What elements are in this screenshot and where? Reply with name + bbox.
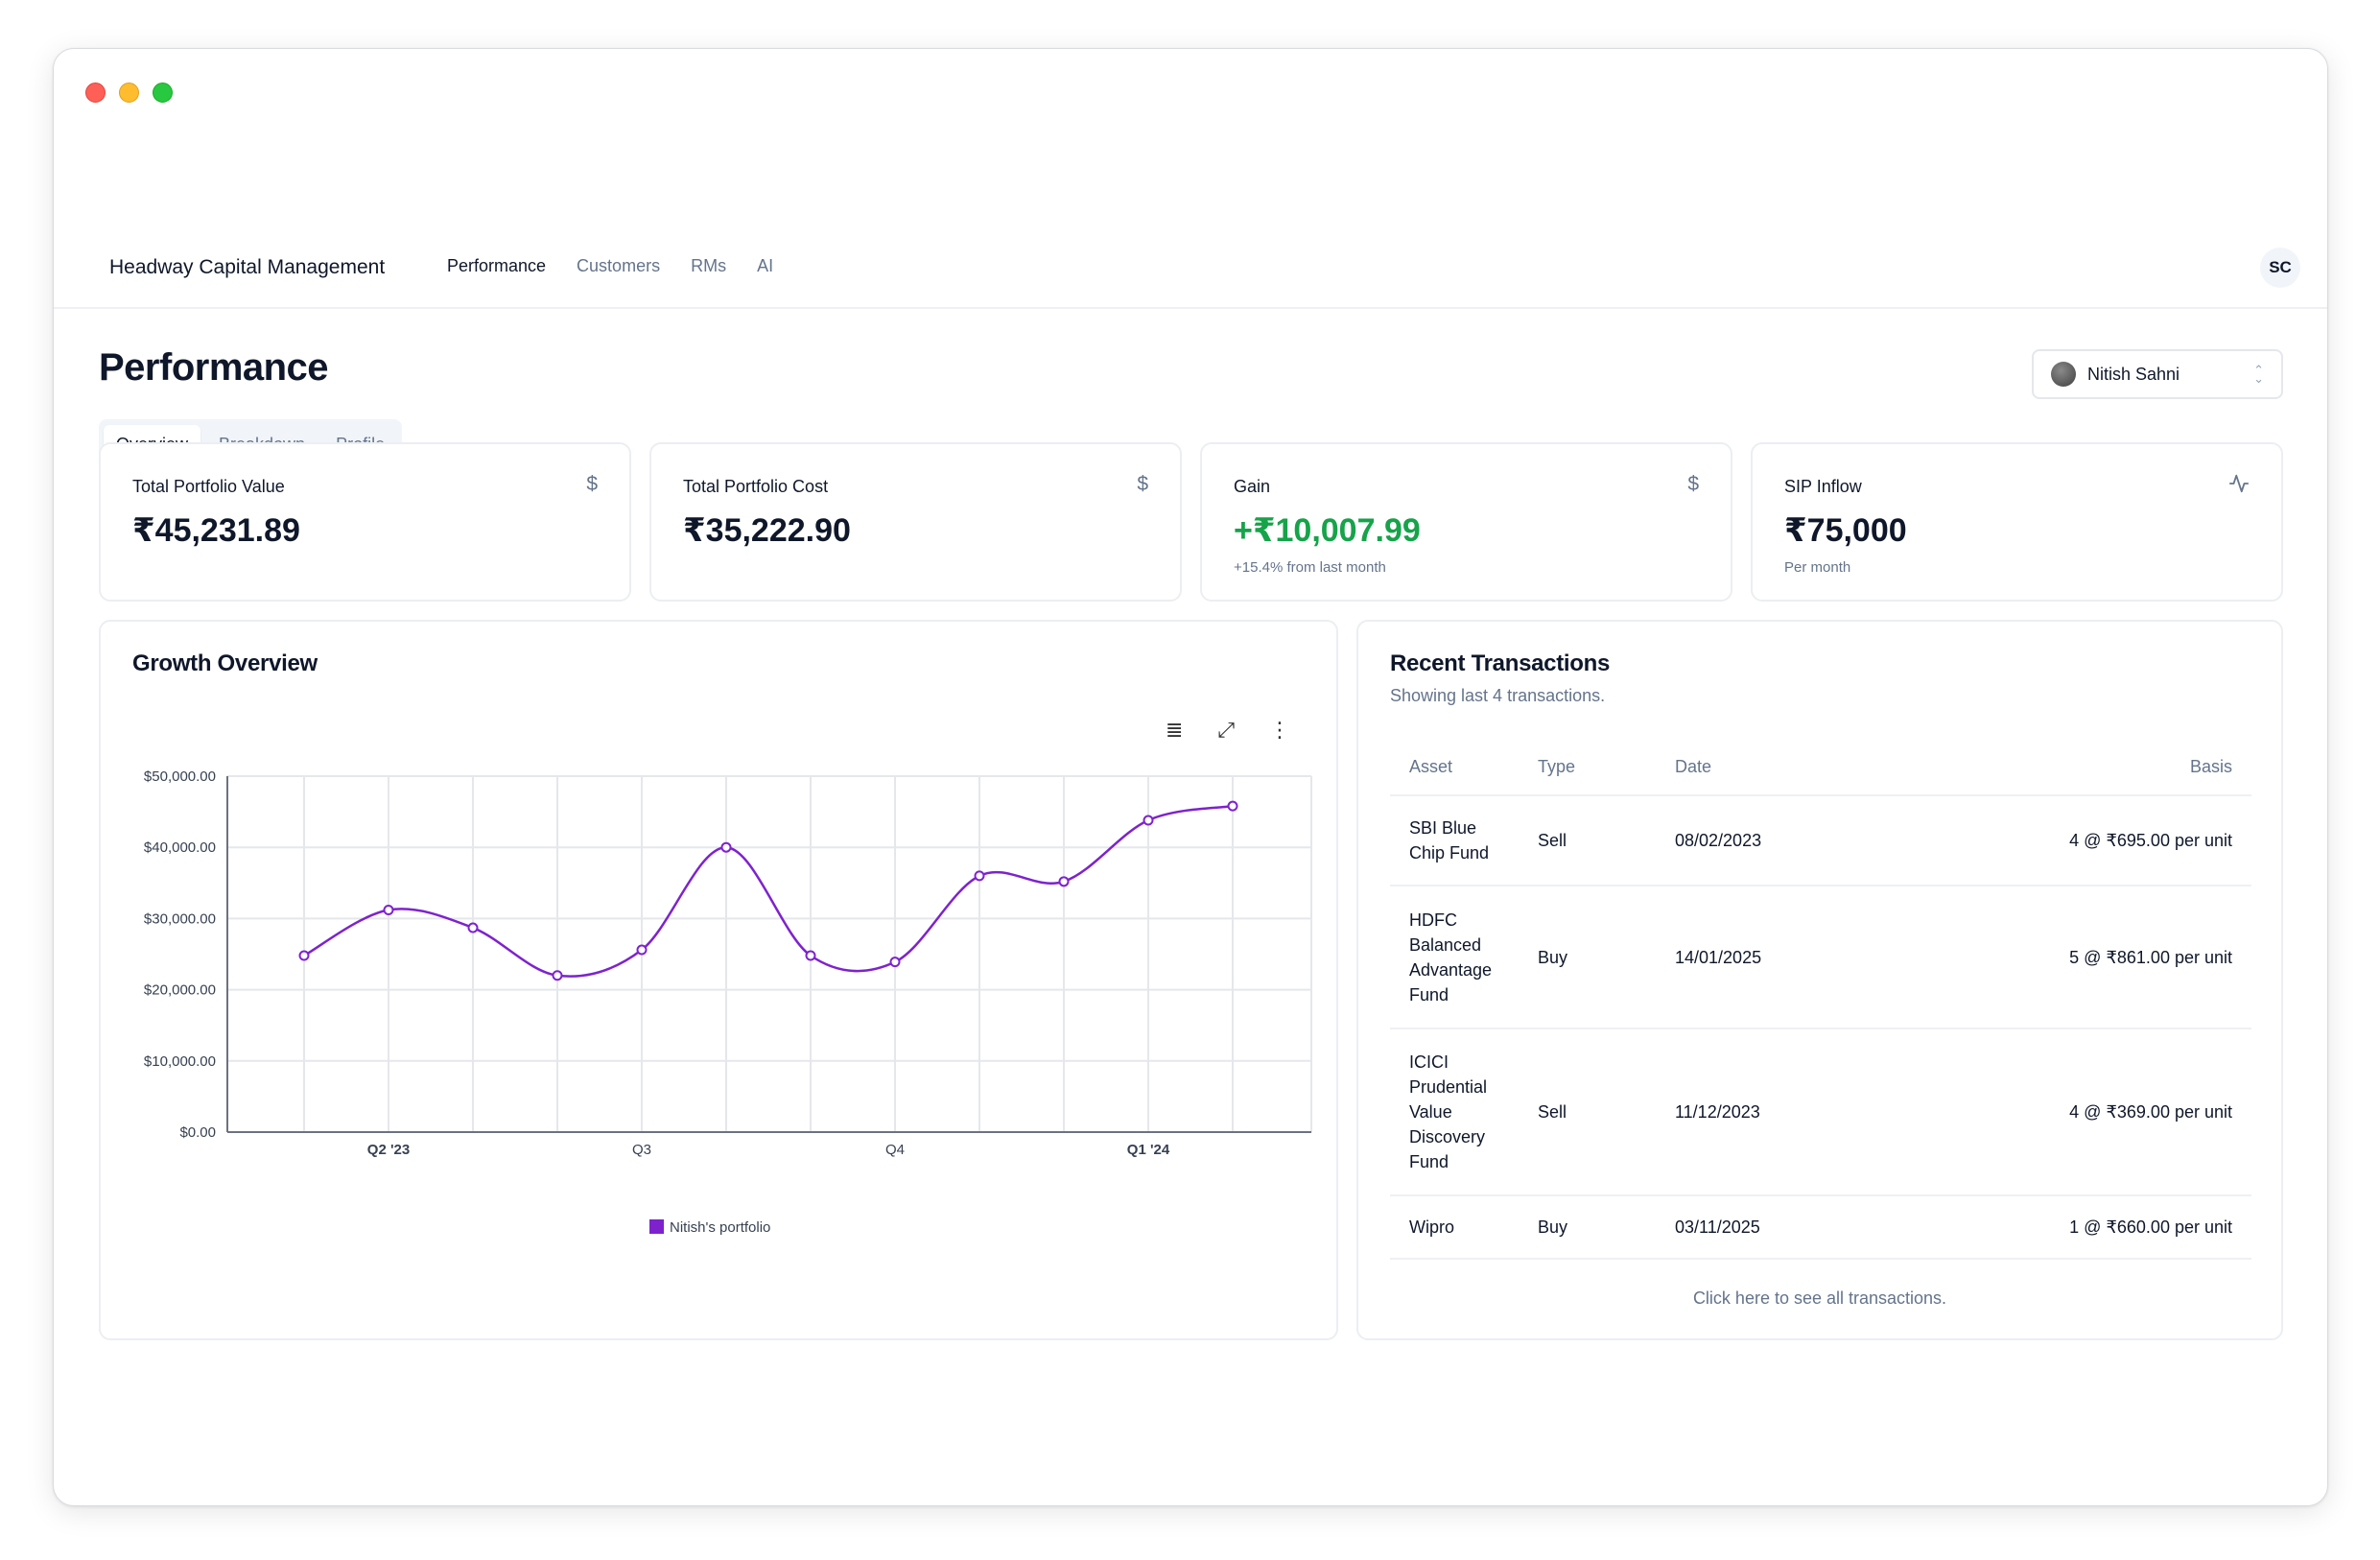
y-tick-label: $30,000.00	[144, 910, 216, 927]
transactions-table: Asset Type Date Basis SBI Blue Chip Fund…	[1390, 740, 2251, 1260]
asset-cell: HDFC Balanced Advantage Fund	[1390, 886, 1519, 1029]
stat-card-portfolio-cost: Total Portfolio Cost $ ₹35,222.90	[649, 442, 1182, 602]
asset-cell: Wipro	[1390, 1195, 1519, 1260]
data-point	[720, 841, 732, 853]
stat-label: Total Portfolio Value	[132, 477, 285, 496]
data-point	[805, 950, 816, 961]
column-basis: Basis	[1857, 740, 2251, 796]
x-tick-label: Q4	[885, 1142, 905, 1158]
maximize-window-button[interactable]	[153, 83, 173, 103]
table-header-row: Asset Type Date Basis	[1390, 740, 2251, 796]
chevron-up-down-icon: ⌃ ⌄	[2253, 363, 2264, 386]
activity-icon	[2228, 473, 2250, 500]
nav-customers[interactable]: Customers	[577, 256, 661, 275]
basis-cell: 4 @ ₹695.00 per unit	[1857, 795, 2251, 886]
panel-title: Recent Transactions	[1390, 650, 1611, 676]
customer-select-value: Nitish Sahni	[2087, 364, 2180, 384]
data-point	[298, 950, 310, 961]
stat-card-gain: Gain $ +₹10,007.99 +15.4% from last mont…	[1200, 442, 1732, 602]
date-cell: 08/02/2023	[1656, 795, 1857, 886]
x-tick-label: Q3	[632, 1142, 651, 1158]
minimize-window-button[interactable]	[119, 83, 139, 103]
dollar-icon: $	[1687, 473, 1699, 495]
y-tick-label: $40,000.00	[144, 839, 216, 856]
basis-cell: 5 @ ₹861.00 per unit	[1857, 886, 2251, 1029]
y-tick-label: $0.00	[179, 1124, 216, 1141]
column-type: Type	[1519, 740, 1656, 796]
main-nav: Performance Customers RMs AI	[447, 256, 773, 276]
x-tick-label: Q2 '23	[367, 1142, 410, 1158]
basis-cell: 1 @ ₹660.00 per unit	[1857, 1195, 2251, 1260]
stat-label: Total Portfolio Cost	[683, 477, 829, 496]
all-transactions-link[interactable]: Click here to see all transactions.	[1692, 1288, 1947, 1308]
data-point	[1227, 800, 1238, 812]
type-cell: Sell	[1519, 1028, 1656, 1196]
table-view-icon[interactable]: ≣	[1165, 718, 1184, 742]
stat-card-portfolio-value: Total Portfolio Value $ ₹45,231.89	[99, 442, 631, 602]
expand-icon[interactable]: ⤢	[1217, 718, 1235, 742]
x-tick-label: Q1 '24	[1127, 1142, 1170, 1158]
table-row[interactable]: SBI Blue Chip Fund Sell 08/02/2023 4 @ ₹…	[1390, 795, 2251, 886]
stat-label: SIP Inflow	[1784, 477, 1862, 496]
stat-value: ₹35,222.90	[683, 512, 851, 549]
date-cell: 11/12/2023	[1656, 1028, 1857, 1196]
close-window-button[interactable]	[85, 83, 106, 103]
table-row[interactable]: HDFC Balanced Advantage Fund Buy 14/01/2…	[1390, 886, 2251, 1029]
asset-cell: ICICI Prudential Value Discovery Fund	[1390, 1028, 1519, 1196]
panel-title: Growth Overview	[132, 650, 318, 676]
stat-change: +15.4% from last month	[1234, 559, 1386, 576]
table-row[interactable]: Wipro Buy 03/11/2025 1 @ ₹660.00 per uni…	[1390, 1195, 2251, 1260]
growth-overview-panel: Growth Overview ≣ ⤢ ⋮ $0.00 $10,000.00 $20…	[99, 620, 1338, 1340]
type-cell: Sell	[1519, 795, 1656, 886]
stat-value: ₹45,231.89	[132, 512, 300, 549]
y-tick-label: $10,000.00	[144, 1053, 216, 1070]
column-date: Date	[1656, 740, 1857, 796]
asset-cell: SBI Blue Chip Fund	[1390, 795, 1519, 886]
stat-note: Per month	[1784, 559, 1851, 576]
panel-subtitle: Showing last 4 transactions.	[1390, 686, 1606, 705]
brand-name[interactable]: Headway Capital Management	[109, 256, 386, 278]
nav-ai[interactable]: AI	[757, 256, 774, 275]
column-asset: Asset	[1390, 740, 1519, 796]
growth-line-chart: $0.00 $10,000.00 $20,000.00 $30,000.00 $40,0…	[144, 768, 1312, 1236]
legend-swatch	[649, 1219, 664, 1234]
stat-label: Gain	[1234, 477, 1271, 496]
type-cell: Buy	[1519, 886, 1656, 1029]
dollar-icon: $	[1137, 473, 1148, 495]
recent-transactions-panel: Recent Transactions Showing last 4 trans…	[1356, 620, 2283, 1340]
data-point	[552, 970, 563, 981]
stat-value: ₹75,000	[1784, 512, 1907, 549]
chart-toolbar: ≣ ⤢ ⋮	[1166, 718, 1290, 743]
more-options-icon[interactable]: ⋮	[1269, 718, 1290, 742]
y-tick-label: $50,000.00	[144, 768, 216, 785]
basis-cell: 4 @ ₹369.00 per unit	[1857, 1028, 2251, 1196]
stat-card-sip-inflow: SIP Inflow ₹75,000 Per month	[1751, 442, 2283, 602]
data-point	[974, 870, 985, 882]
data-point	[467, 922, 479, 934]
customer-select[interactable]: Nitish Sahni ⌃ ⌄	[2032, 349, 2283, 399]
page-title: Performance	[99, 346, 329, 389]
nav-performance[interactable]: Performance	[447, 256, 547, 275]
series-line	[303, 804, 1234, 978]
y-tick-label: $20,000.00	[144, 982, 216, 999]
customer-avatar	[2051, 362, 2076, 387]
date-cell: 14/01/2025	[1656, 886, 1857, 1029]
window-controls	[85, 83, 173, 103]
browser-window: Headway Capital Management Performance C…	[53, 48, 2328, 1506]
stat-value: +₹10,007.99	[1234, 512, 1421, 549]
top-navigation: Headway Capital Management Performance C…	[54, 198, 2327, 309]
nav-rms[interactable]: RMs	[691, 256, 727, 275]
date-cell: 03/11/2025	[1656, 1195, 1857, 1260]
data-point	[383, 904, 394, 915]
type-cell: Buy	[1519, 1195, 1656, 1260]
table-row[interactable]: ICICI Prudential Value Discovery Fund Se…	[1390, 1028, 2251, 1196]
dollar-icon: $	[586, 473, 598, 495]
user-avatar[interactable]: SC	[2260, 248, 2300, 288]
data-point	[1143, 815, 1154, 826]
data-point	[636, 944, 648, 956]
legend-label: Nitish's portfolio	[670, 1219, 770, 1236]
data-point	[1058, 876, 1070, 887]
data-point	[889, 957, 901, 968]
